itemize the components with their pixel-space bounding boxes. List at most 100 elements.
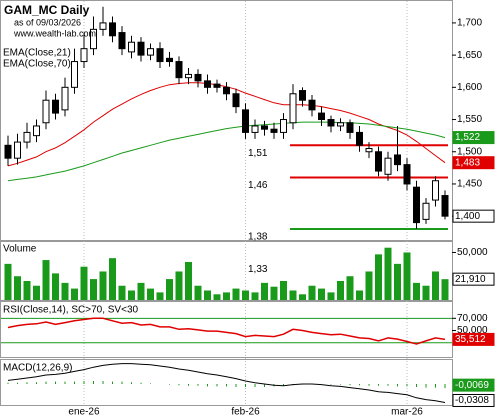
y-tick-label: 70,000 xyxy=(457,313,488,324)
candle-body xyxy=(99,22,107,30)
last-value-box xyxy=(452,378,495,392)
last-value-box xyxy=(452,332,495,346)
volume-bar xyxy=(156,292,164,300)
candle-body xyxy=(213,83,221,88)
volume-bar xyxy=(137,282,145,300)
ema-line xyxy=(7,121,446,182)
candle-body xyxy=(327,119,335,127)
volume-bar xyxy=(403,252,411,300)
candle-body xyxy=(118,32,126,50)
y-tick-label: 1,550 xyxy=(457,114,482,125)
chart-title: GAM_MC Daily xyxy=(4,3,90,17)
candle-body xyxy=(356,131,363,146)
candle-body xyxy=(365,148,373,153)
x-tick-label: ene-26 xyxy=(68,407,100,418)
candle-body xyxy=(251,125,259,133)
volume-bar xyxy=(33,285,40,300)
volume-bar xyxy=(52,273,59,300)
volume-bar xyxy=(375,254,382,300)
candle-body xyxy=(375,151,382,172)
y-tick-label: 1,600 xyxy=(457,82,482,93)
volume-bar xyxy=(61,282,69,300)
level-label: 1,46 xyxy=(248,180,268,191)
candle-body xyxy=(109,22,116,37)
candle-body xyxy=(422,202,430,220)
candle-body xyxy=(156,48,164,63)
volume-bar xyxy=(194,285,202,300)
last-value-box xyxy=(452,209,495,223)
candle-body xyxy=(261,125,268,130)
last-value-label: 21,910 xyxy=(455,274,486,285)
volume-bar xyxy=(441,279,449,300)
volume-bar xyxy=(299,294,306,300)
volume-bar xyxy=(365,271,373,300)
volume-bar xyxy=(80,266,88,300)
label-layer: GAM_MC Daily as of 09/03/2026 www.wealth… xyxy=(3,3,139,373)
last-value-box xyxy=(452,131,495,145)
rsi-name: RSI(Close,14), SC>70, SV<30 xyxy=(3,305,139,316)
volume-bar xyxy=(432,271,439,300)
candle-body xyxy=(413,186,420,224)
y-tick-label: 1,450 xyxy=(457,179,482,190)
candle-body xyxy=(33,125,40,137)
candle-body xyxy=(308,99,316,111)
volume-bar xyxy=(251,292,259,300)
subtitle: as of 09/03/2026 xyxy=(14,17,81,27)
level-label: 1,51 xyxy=(248,148,268,159)
volume-bar xyxy=(14,276,21,300)
y-tick-label: 50,000 xyxy=(457,325,488,336)
volume-bar xyxy=(261,282,268,300)
y-tick-label: 1,700 xyxy=(457,18,482,29)
candle-body xyxy=(280,119,287,133)
volume-bar xyxy=(90,279,97,300)
level-label: 1,33 xyxy=(248,264,268,275)
candle-body xyxy=(71,61,78,88)
y-tick-label: 1,500 xyxy=(457,146,482,157)
last-value-label: 35,512 xyxy=(455,334,486,345)
last-value-box xyxy=(452,272,495,286)
candle-body xyxy=(270,128,278,133)
candle-body xyxy=(14,141,21,159)
volume-name: Volume xyxy=(3,244,37,255)
volume-bar xyxy=(71,288,78,300)
last-value-label: -0,0069 xyxy=(455,380,489,391)
volume-bar xyxy=(232,288,240,300)
volume-bar xyxy=(384,247,392,300)
source: www.wealth-lab.com xyxy=(13,28,96,38)
volume-bar xyxy=(242,290,249,300)
rsi-panel xyxy=(0,301,453,358)
volume-bar xyxy=(175,271,183,300)
candle-body xyxy=(242,109,249,133)
overlay-name: EMA(Close,21) xyxy=(3,48,71,59)
volume-bar xyxy=(99,271,107,300)
volume-bar xyxy=(337,280,344,300)
candle-body xyxy=(204,80,211,88)
candle-body xyxy=(318,112,325,121)
volume-bar xyxy=(4,263,12,300)
y-tick-label: 1,650 xyxy=(457,50,482,61)
candle-body xyxy=(52,99,59,114)
candle-body xyxy=(128,41,135,53)
candle-body xyxy=(223,86,230,95)
candle-body xyxy=(166,57,173,63)
volume-bar xyxy=(204,290,211,300)
candle-body xyxy=(23,131,31,143)
volume-bar xyxy=(213,294,221,300)
volume-bar xyxy=(280,280,287,300)
candle-body xyxy=(384,157,392,175)
price-panel xyxy=(0,0,453,241)
y-tick-label: 50,000 xyxy=(457,247,488,258)
rsi-line xyxy=(7,317,446,345)
volume-bar xyxy=(413,282,420,300)
candle-body xyxy=(147,48,154,56)
volume-bar xyxy=(109,258,116,300)
candle-body xyxy=(441,195,449,217)
volume-bar xyxy=(394,263,401,300)
volume-bar xyxy=(147,288,154,300)
candle-body xyxy=(232,93,240,108)
candle-body xyxy=(194,73,202,82)
candle-body xyxy=(394,154,401,166)
macd-panel xyxy=(0,359,453,406)
